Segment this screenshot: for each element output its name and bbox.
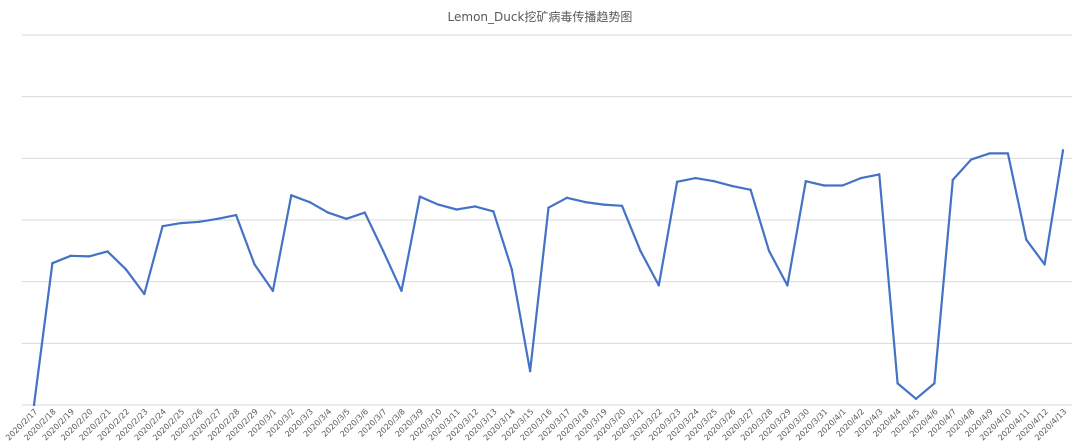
data-point — [786, 284, 789, 287]
data-point — [253, 263, 256, 266]
data-point — [492, 210, 495, 213]
data-point — [767, 249, 771, 253]
data-point — [694, 176, 697, 180]
data-point — [804, 179, 807, 183]
data-point — [106, 250, 109, 253]
data-point — [951, 178, 954, 182]
data-point — [381, 249, 385, 253]
data-point — [473, 205, 477, 208]
data-point — [712, 179, 716, 183]
data-point — [657, 284, 660, 287]
data-point — [1025, 238, 1028, 241]
data-point — [822, 184, 826, 187]
data-point — [455, 208, 458, 211]
data-point — [345, 217, 348, 220]
data-point — [198, 220, 201, 224]
data-point — [308, 200, 311, 204]
data-point — [565, 196, 569, 199]
data-point — [326, 211, 330, 214]
data-point — [914, 397, 918, 401]
data-point — [1006, 152, 1010, 155]
data-point — [584, 200, 587, 204]
data-point — [400, 289, 403, 293]
data-point — [731, 184, 734, 188]
data-point — [32, 403, 36, 407]
data-point — [675, 180, 679, 183]
data-point — [234, 213, 238, 217]
data-point — [620, 204, 624, 208]
data-point — [69, 254, 72, 257]
data-point — [179, 221, 183, 225]
data-point — [528, 369, 532, 373]
data-point — [510, 268, 513, 271]
series-line-group — [32, 149, 1065, 407]
data-point — [216, 217, 219, 220]
data-point — [933, 382, 936, 385]
data-point — [51, 261, 54, 265]
chart-title: Lemon_Duck挖矿病毒传播趋势图 — [447, 10, 633, 24]
data-point — [87, 255, 91, 258]
data-point — [437, 203, 440, 206]
data-point — [290, 194, 293, 197]
data-point — [988, 152, 991, 155]
data-point — [602, 203, 605, 206]
series-line — [32, 150, 1065, 406]
data-point — [271, 289, 275, 293]
data-point — [841, 184, 844, 187]
data-point — [1043, 263, 1046, 266]
data-point — [639, 249, 642, 253]
data-point — [749, 188, 752, 191]
data-point — [1061, 149, 1065, 152]
data-point — [859, 176, 863, 180]
data-point — [418, 195, 422, 198]
data-point — [143, 292, 146, 296]
data-point — [896, 382, 899, 385]
data-point — [878, 173, 881, 176]
data-point — [363, 211, 366, 214]
data-point — [547, 206, 550, 209]
data-point — [124, 268, 128, 271]
data-point — [161, 224, 164, 228]
data-point — [969, 158, 973, 161]
x-axis-tick-labels: 2020/2/172020/2/182020/2/192020/2/202020… — [4, 407, 1068, 442]
